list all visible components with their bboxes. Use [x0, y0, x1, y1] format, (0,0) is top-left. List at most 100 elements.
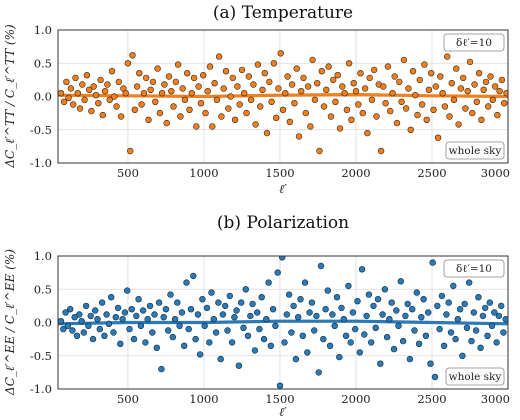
- data-point: [358, 266, 366, 273]
- data-point: [334, 71, 341, 79]
- y-tick-label: -0.5: [30, 123, 52, 137]
- data-point: [439, 89, 446, 97]
- data-point: [213, 96, 221, 104]
- data-point: [62, 309, 69, 316]
- data-point: [343, 106, 351, 114]
- data-point: [101, 332, 108, 339]
- data-point: [479, 312, 487, 320]
- data-point: [162, 306, 170, 313]
- data-point: [139, 307, 147, 314]
- data-point: [165, 73, 173, 80]
- data-point: [224, 327, 231, 334]
- data-point: [225, 105, 232, 112]
- data-point: [112, 314, 120, 321]
- data-point: [416, 76, 423, 84]
- data-point: [316, 147, 323, 155]
- data-point: [123, 287, 131, 294]
- data-point: [299, 332, 306, 339]
- data-point: [163, 119, 170, 127]
- data-point: [228, 339, 236, 346]
- data-point: [389, 89, 396, 97]
- data-point: [485, 103, 492, 110]
- data-point: [501, 99, 508, 107]
- data-point: [379, 311, 386, 318]
- data-point: [493, 339, 500, 346]
- data-point: [231, 116, 239, 124]
- data-point: [457, 85, 465, 92]
- data-point: [136, 69, 143, 77]
- data-point: [412, 91, 419, 99]
- data-point: [471, 81, 478, 88]
- data-point: [466, 279, 473, 286]
- data-point: [106, 96, 113, 104]
- data-point: [270, 60, 278, 67]
- data-point: [478, 116, 485, 124]
- y-tick-label: -1.0: [30, 156, 52, 170]
- data-point: [388, 299, 395, 306]
- data-point: [320, 335, 327, 343]
- data-point: [80, 329, 88, 336]
- data-point: [502, 316, 508, 323]
- y-tick-label: 0.5: [34, 282, 52, 296]
- data-point: [99, 111, 107, 119]
- data-point: [220, 85, 227, 92]
- y-tick-label: 1.0: [34, 23, 52, 37]
- data-point: [350, 79, 357, 87]
- x-tick-labels: 500 1000 1500 2000 2500 3000: [117, 392, 510, 406]
- data-point: [138, 101, 145, 108]
- data-point: [431, 373, 439, 381]
- data-point: [174, 61, 182, 68]
- plot-frame: [57, 255, 509, 390]
- data-point: [295, 314, 302, 321]
- data-point: [254, 309, 261, 316]
- data-point: [443, 311, 450, 318]
- data-point: [279, 256, 286, 261]
- data-point: [466, 58, 474, 66]
- sky-label: whole sky: [449, 145, 502, 157]
- data-point: [496, 87, 503, 95]
- data-point: [469, 109, 476, 117]
- data-point: [177, 113, 184, 120]
- data-point: [58, 90, 65, 97]
- data-point: [165, 327, 172, 334]
- data-point: [131, 106, 139, 114]
- data-point: [238, 66, 246, 74]
- data-point: [441, 103, 449, 110]
- plot-frame: [57, 29, 509, 164]
- data-point: [72, 74, 79, 82]
- data-point: [247, 312, 254, 320]
- data-point: [190, 74, 198, 82]
- data-point: [418, 314, 425, 321]
- data-point: [210, 316, 218, 323]
- data-point: [252, 121, 259, 128]
- data-point: [273, 114, 280, 122]
- data-point: [117, 113, 125, 120]
- data-point: [430, 106, 437, 114]
- data-point: [338, 304, 345, 312]
- data-point: [218, 113, 225, 120]
- data-point: [455, 121, 462, 128]
- data-point: [384, 63, 392, 70]
- trend-path: [58, 319, 508, 326]
- data-point: [397, 278, 404, 285]
- data-point: [425, 309, 432, 316]
- data-point: [281, 339, 288, 346]
- data-point: [444, 53, 451, 60]
- data-point: [302, 109, 309, 117]
- y-tick-labels: -1.0 -0.5 0.0 0.5 1.0: [30, 249, 52, 396]
- data-point: [391, 73, 398, 80]
- data-point: [377, 360, 384, 367]
- data-point: [151, 311, 158, 318]
- data-point: [137, 322, 145, 329]
- data-point: [361, 331, 368, 338]
- data-point: [176, 322, 183, 329]
- data-point: [503, 90, 508, 97]
- data-point: [186, 106, 193, 114]
- data-point: [409, 67, 417, 75]
- data-point: [97, 76, 104, 84]
- data-point: [128, 306, 135, 313]
- data-point: [172, 78, 180, 86]
- data-point: [185, 325, 192, 333]
- data-point: [464, 87, 471, 95]
- data-point: [352, 325, 359, 333]
